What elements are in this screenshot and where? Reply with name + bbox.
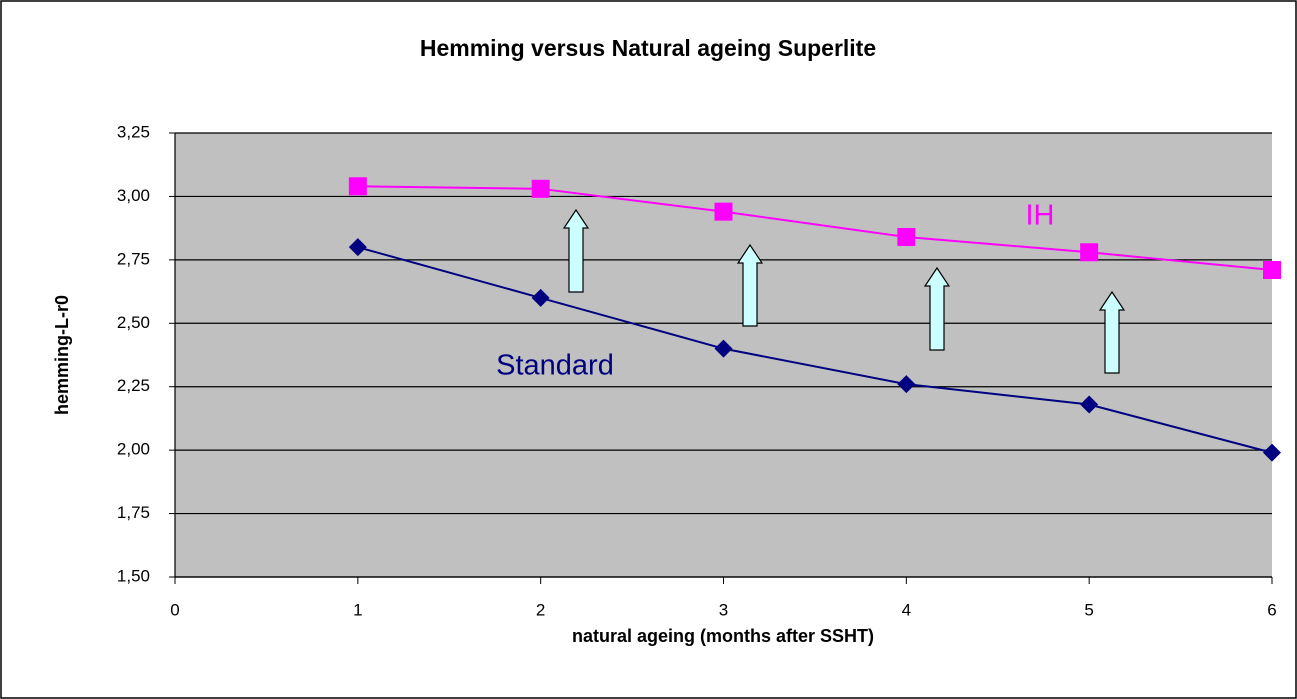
arrow: [736, 243, 764, 327]
y-tick-label: 2,75: [117, 249, 150, 268]
marker: [1263, 443, 1281, 462]
x-tick-label: 2: [536, 600, 545, 619]
x-axis-label: natural ageing (months after SSHT): [572, 626, 874, 646]
series-label: IH: [1026, 200, 1055, 232]
arrow: [923, 266, 951, 351]
x-tick-label: 1: [353, 600, 362, 619]
y-tick-label: 2,00: [117, 440, 150, 459]
marks: [169, 132, 1281, 584]
marker: [1263, 261, 1281, 280]
y-tick-label: 3,25: [117, 122, 150, 141]
marker: [531, 179, 550, 198]
arrow: [1098, 290, 1126, 374]
marker: [714, 339, 733, 358]
y-tick-label: 1,50: [117, 566, 150, 585]
line: [357, 246, 1273, 454]
marker: [531, 288, 550, 307]
marker: [897, 228, 916, 247]
chart-title: Hemming versus Natural ageing Superlite: [420, 35, 876, 61]
y-tick-label: 1,75: [117, 503, 150, 522]
marker: [1080, 243, 1099, 262]
arrows: [562, 208, 1126, 374]
y-tick-label: 2,50: [117, 313, 150, 332]
y-axis-label: hemming-L-r0: [52, 295, 72, 415]
marker: [897, 375, 916, 394]
x-tick-label: 5: [1084, 600, 1093, 619]
marker: [1080, 395, 1099, 414]
x-tick-label: 3: [719, 600, 728, 619]
series-label: Standard: [496, 350, 614, 382]
marker: [714, 202, 733, 221]
x-tick-label: 0: [170, 600, 179, 619]
marker: [348, 177, 367, 196]
marker: [348, 238, 367, 257]
x-tick-label: 6: [1267, 600, 1276, 619]
arrow: [562, 208, 590, 293]
y-tick-label: 3,00: [117, 186, 150, 205]
x-tick-label: 4: [902, 600, 911, 619]
y-tick-label: 2,25: [117, 376, 150, 395]
line: [357, 185, 1273, 272]
